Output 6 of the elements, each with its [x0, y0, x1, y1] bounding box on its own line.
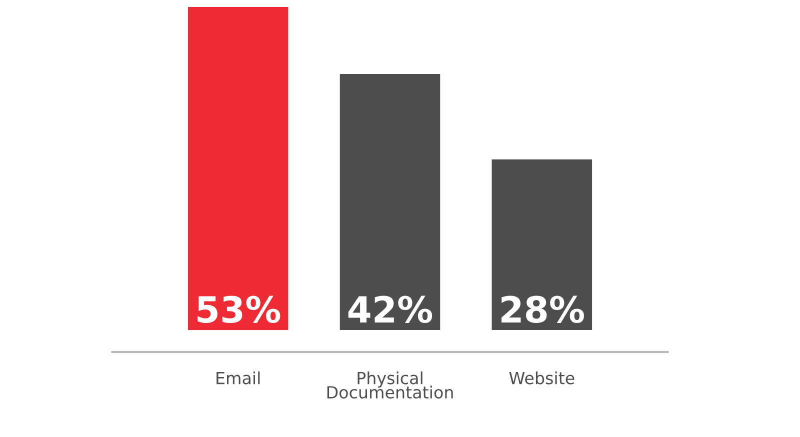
x-tick-label: Email — [216, 371, 260, 384]
x-tick-label: Physical Documentation — [327, 371, 453, 399]
data-label: 28% — [502, 296, 584, 324]
x-tick-label: Website — [509, 371, 574, 384]
data-label: 53% — [198, 296, 280, 324]
data-label: 42% — [348, 296, 432, 324]
